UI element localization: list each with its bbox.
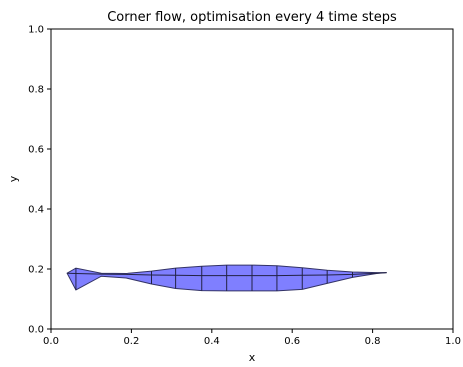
y-axis-label: y [7, 175, 20, 182]
y-tick-label: 0.0 [28, 325, 44, 336]
y-tick-label: 0.4 [28, 205, 44, 216]
y-tick-label: 0.6 [28, 145, 44, 156]
x-tick-label: 0.8 [365, 336, 381, 347]
x-tick-label: 0.4 [204, 336, 220, 347]
x-axis-label: x [249, 351, 256, 364]
y-tick-label: 0.8 [28, 85, 44, 96]
x-tick-label: 0.2 [123, 336, 139, 347]
mesh-mid-line [67, 272, 387, 277]
chart-title: Corner flow, optimisation every 4 time s… [107, 10, 397, 25]
x-tick-label: 1.0 [445, 336, 461, 347]
y-tick-label: 0.2 [28, 265, 44, 276]
y-tick-label: 1.0 [28, 25, 44, 36]
plot-frame [50, 28, 454, 330]
x-tick-label: 0.6 [284, 336, 300, 347]
x-axis-ticks: 0.0 0.2 0.4 0.6 0.8 1.0 [43, 329, 461, 347]
x-tick-label: 0.0 [43, 336, 59, 347]
y-axis-ticks: 0.0 0.2 0.4 0.6 0.8 1.0 [28, 25, 51, 336]
mesh-group [66, 264, 387, 292]
